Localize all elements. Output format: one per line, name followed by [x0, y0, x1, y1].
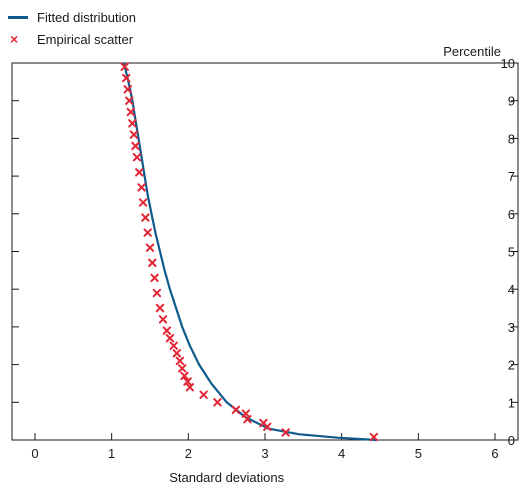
- scatter-point: [263, 422, 272, 432]
- scatter-point: [369, 432, 379, 442]
- scatter-point: [155, 303, 165, 313]
- legend-item-scatter: × Empirical scatter: [8, 28, 136, 50]
- scatter-point: [148, 258, 157, 268]
- scatter-point: [122, 73, 131, 83]
- fitted-distribution-line: [122, 62, 377, 442]
- scatter-point: [172, 349, 182, 358]
- y-tick-label: 2: [508, 358, 515, 373]
- scatter-point: [131, 141, 140, 151]
- y-tick-label: 6: [508, 207, 515, 222]
- legend-label-scatter: Empirical scatter: [37, 31, 134, 47]
- scatter-point: [199, 390, 208, 399]
- scatter-point: [129, 130, 139, 139]
- x-tick-label: 2: [185, 446, 192, 461]
- x-tick-label: 6: [491, 446, 498, 461]
- scatter-point: [135, 168, 144, 177]
- scatter-point: [132, 153, 142, 162]
- scatter-point: [150, 273, 159, 283]
- scatter-point: [143, 228, 152, 237]
- legend-label-fitted: Fitted distribution: [37, 9, 136, 25]
- scatter-point: [169, 341, 178, 350]
- scatter-point: [180, 371, 189, 381]
- scatter-point: [125, 96, 134, 105]
- y-tick-label: 3: [508, 320, 515, 335]
- scatter-point: [213, 398, 222, 407]
- x-axis-title: Standard deviations: [169, 470, 284, 485]
- y-tick-label: 0: [508, 433, 515, 448]
- plot-frame: [11, 62, 519, 441]
- scatter-point: [137, 183, 146, 192]
- y-tick-label: 8: [508, 131, 515, 146]
- y-tick-label: 10: [501, 56, 515, 71]
- y-tick-label: 9: [508, 94, 515, 109]
- scatter-point: [162, 326, 172, 335]
- scatter-point: [120, 62, 129, 71]
- scatter-point: [183, 377, 192, 386]
- scatter-point: [158, 315, 168, 324]
- scatter-point: [243, 415, 252, 424]
- scatter-point: [152, 288, 162, 298]
- scatter-point: [175, 356, 185, 366]
- x-tick-label: 0: [31, 446, 38, 461]
- y-axis-title: Percentile: [443, 44, 501, 59]
- scatter-point: [123, 85, 132, 94]
- scatter-point: [128, 119, 137, 128]
- y-tick-label: 1: [508, 395, 515, 410]
- x-tick-label: 3: [261, 446, 268, 461]
- scatter-point: [281, 428, 290, 437]
- y-tick-label: 7: [508, 169, 515, 184]
- y-tick-label: 5: [508, 245, 515, 260]
- legend-item-fitted: Fitted distribution: [8, 6, 136, 28]
- scatter-point: [145, 243, 155, 252]
- scatter-point: [138, 198, 148, 207]
- scatter-point: [178, 364, 187, 373]
- x-tick-label: 4: [338, 446, 345, 461]
- x-tick-label: 1: [108, 446, 115, 461]
- scatter-point: [165, 334, 175, 343]
- legend-line-swatch: [8, 15, 28, 19]
- x-tick-label: 5: [415, 446, 422, 461]
- legend: Fitted distribution × Empirical scatter: [8, 6, 136, 50]
- scatter-point: [185, 383, 195, 392]
- scatter-point: [126, 107, 136, 117]
- scatter-point: [231, 405, 241, 415]
- y-tick-label: 4: [508, 282, 515, 297]
- legend-cross-icon: ×: [10, 31, 19, 47]
- scatter-point: [141, 213, 150, 222]
